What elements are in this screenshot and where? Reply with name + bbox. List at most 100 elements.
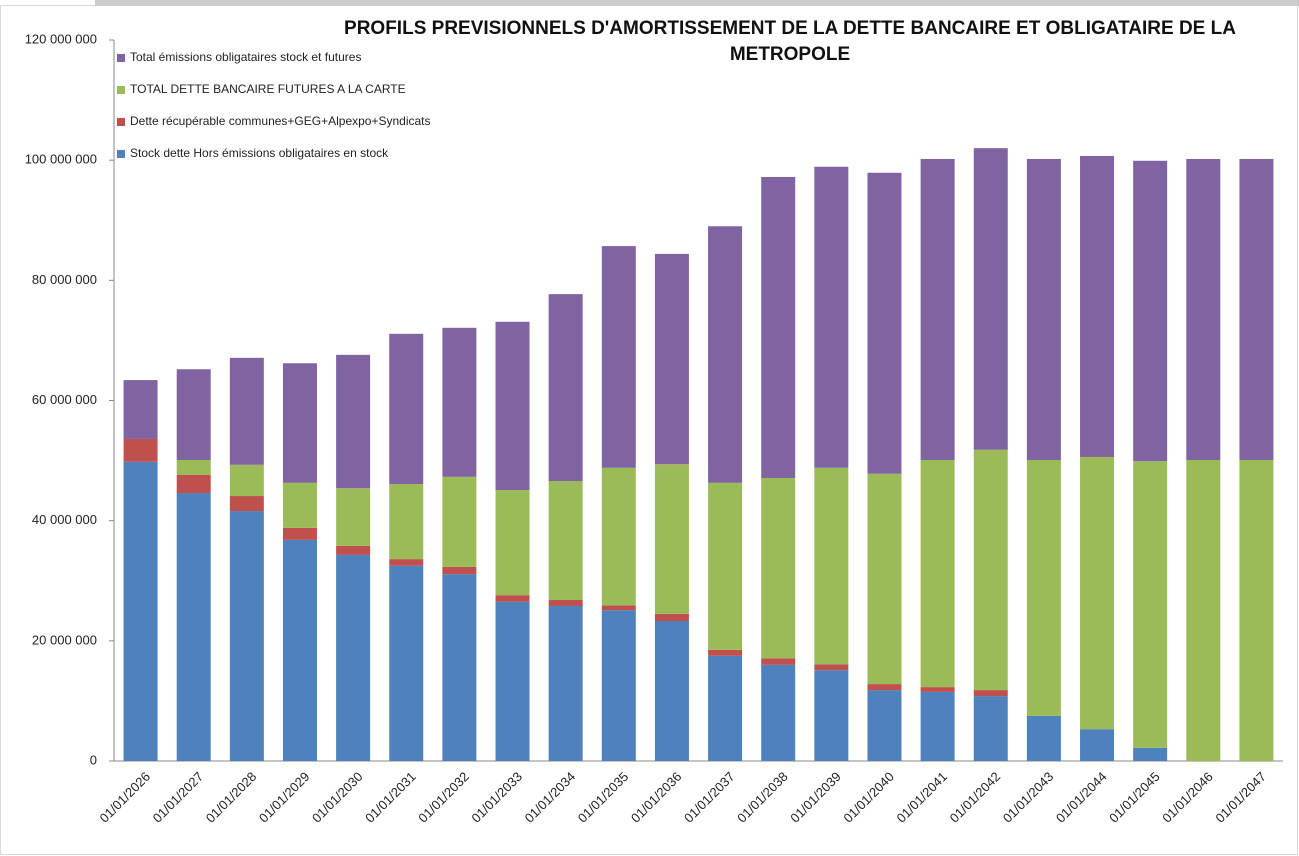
bar-segment [1080,729,1115,761]
bar-segment [1186,459,1221,761]
bar-segment [654,621,689,761]
bar-segment [867,690,902,761]
bar-segment [814,664,849,671]
legend-label: Dette récupérable communes+GEG+Alpexpo+S… [130,114,431,128]
y-tick-label: 60 000 000 [32,392,97,407]
legend-swatch [117,150,125,158]
bar-segment [761,478,796,659]
x-tick-label: 01/01/2047 [1212,769,1269,826]
bar-segment [442,574,477,761]
bar-segment [389,333,424,485]
bar-segment [336,554,371,761]
bar-segment [920,459,955,688]
legend-label: Stock dette Hors émissions obligataires … [130,146,389,160]
bar-segment [1026,459,1061,716]
bar-segment [548,481,583,600]
bar-segment [176,475,211,494]
bar-segment [229,496,264,512]
bar-segment [123,438,158,462]
bar-segment [1133,747,1168,761]
bar-segment [761,664,796,761]
x-tick-label: 01/01/2027 [150,769,207,826]
legend-swatch [117,54,125,62]
bar-segment [1026,158,1061,460]
x-tick-label: 01/01/2040 [840,769,897,826]
bar-segment [123,461,158,761]
bar-segment [1080,456,1115,730]
bar-segment [442,566,477,575]
bar-segment [442,476,477,567]
x-tick-label: 01/01/2036 [628,769,685,826]
bar-segment [123,380,158,439]
bar-segment [389,484,424,560]
x-tick-label: 01/01/2042 [947,769,1004,826]
bar-segment [229,511,264,761]
bar-segment [814,670,849,761]
bar-segment [282,539,317,761]
y-tick-label: 100 000 000 [25,152,97,167]
bar-segment [176,369,211,460]
bar-segment [1133,160,1168,462]
bar-segment [814,166,849,468]
x-tick-label: 01/01/2044 [1053,769,1110,826]
x-tick-label: 01/01/2026 [96,769,153,826]
legend-swatch [117,86,125,94]
legend-label: TOTAL DETTE BANCAIRE FUTURES A LA CARTE [130,82,406,96]
y-tick-label: 20 000 000 [32,632,97,647]
bar-segment [814,467,849,665]
x-tick-label: 01/01/2043 [1000,769,1057,826]
x-tick-label: 01/01/2038 [734,769,791,826]
y-tick-label: 120 000 000 [25,31,97,46]
bar-segment [973,148,1008,450]
x-tick-label: 01/01/2041 [894,769,951,826]
bar-segment [708,655,743,761]
y-tick-label: 80 000 000 [32,272,97,287]
bar-segment [282,527,317,540]
x-tick-label: 01/01/2031 [362,769,419,826]
bar-segment [336,545,371,555]
bar-segment [176,493,211,761]
bar-segment [920,687,955,692]
bar-segment [389,565,424,761]
bar-segment [389,559,424,566]
x-tick-label: 01/01/2046 [1159,769,1216,826]
bar-segment [601,610,636,761]
bar-segment [867,473,902,685]
y-tick-label: 0 [90,752,97,767]
bar-segment [654,464,689,614]
bar-segment [654,253,689,465]
bar-segment [1239,158,1274,460]
bar-segment [761,658,796,665]
legend-swatch [117,118,125,126]
bar-segment [176,459,211,476]
x-tick-label: 01/01/2045 [1106,769,1163,826]
bar-segment [920,158,955,460]
x-tick-label: 01/01/2028 [203,769,260,826]
bar-segment [336,488,371,546]
x-tick-label: 01/01/2029 [256,769,313,826]
legend-label: Total émissions obligataires stock et fu… [130,50,361,64]
bar-segment [548,294,583,482]
bar-segment [867,172,902,474]
bar-segment [1026,715,1061,761]
bar-segment [548,599,583,606]
bar-segment [601,605,636,611]
bar-segment [548,605,583,761]
bar-segment [708,226,743,483]
x-tick-label: 01/01/2035 [575,769,632,826]
bar-segment [495,601,530,761]
bar-segment [336,354,371,489]
bar-segment [1239,459,1274,761]
bar-segment [973,449,1008,691]
bar-segment [442,327,477,477]
bar-segment [708,649,743,656]
bar-segment [1080,155,1115,457]
bar-segment [973,690,1008,697]
bar-segment [282,363,317,483]
bar-segment [282,482,317,528]
bar-segment [654,613,689,622]
chart-title: PROFILS PREVISIONNELS D'AMORTISSEMENT DE… [344,18,1236,65]
bar-segment [761,176,796,479]
